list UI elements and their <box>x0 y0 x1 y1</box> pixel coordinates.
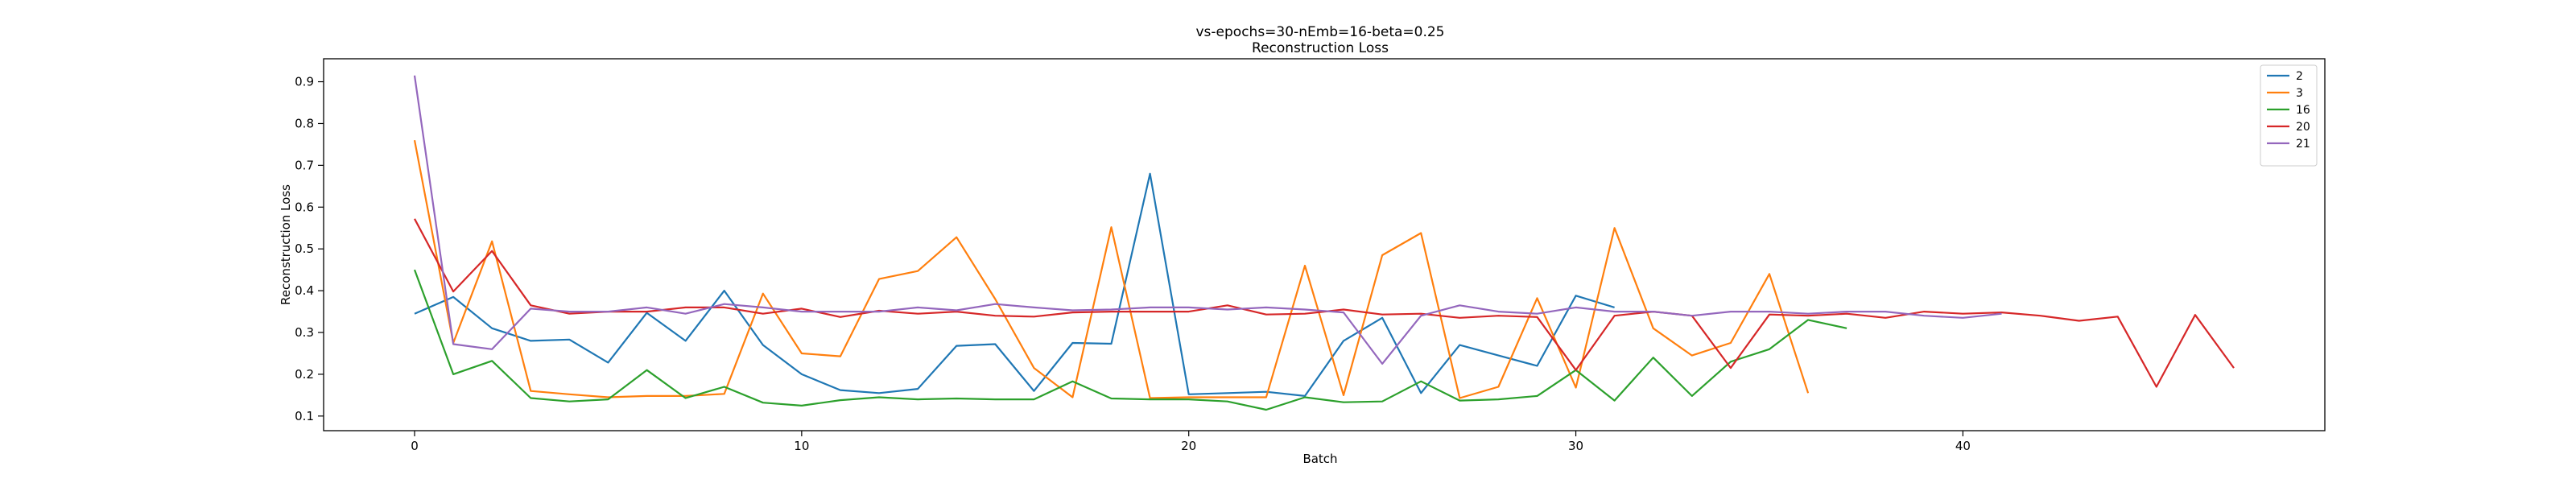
legend: 2 3 16 20 21 <box>2260 64 2318 167</box>
y-tick-label: 0.9 <box>295 75 314 89</box>
series-line-3 <box>413 139 1810 399</box>
plot-frame <box>323 58 2326 431</box>
x-tick-label: 20 <box>1181 439 1196 453</box>
y-tick-label: 0.7 <box>295 158 314 172</box>
legend-label-16: 16 <box>2296 104 2310 117</box>
series-line-2 <box>414 172 1615 397</box>
legend-label-21: 21 <box>2296 138 2310 151</box>
y-tick-label: 0.4 <box>295 283 314 298</box>
y-tick-label: 0.2 <box>295 367 314 382</box>
x-tick-label: 0 <box>411 439 419 453</box>
y-tick-label: 0.1 <box>295 409 314 423</box>
series-line-16 <box>413 269 1847 411</box>
legend-box <box>2260 64 2318 167</box>
x-tick-label: 10 <box>794 439 809 453</box>
legend-label-3: 3 <box>2296 87 2303 100</box>
y-tick-label: 0.3 <box>295 325 314 340</box>
legend-label-20: 20 <box>2296 121 2310 134</box>
y-tick-label: 0.8 <box>295 116 314 130</box>
x-tick-label: 40 <box>1955 439 1971 453</box>
chart-subtitle: Reconstruction Loss <box>1252 40 1389 56</box>
series-line-20 <box>414 218 2235 388</box>
chart-title: vs-epochs=30-nEmb=16-beta=0.25 <box>1196 24 1445 40</box>
series-line-21 <box>413 75 2002 365</box>
legend-label-2: 2 <box>2296 70 2303 83</box>
x-tick-label: 30 <box>1568 439 1583 453</box>
y-tick-label: 0.6 <box>295 200 314 214</box>
y-axis-label: Reconstruction Loss <box>279 184 293 305</box>
y-tick-label: 0.5 <box>295 242 314 256</box>
axes: 0 10 20 30 40 0.1 0.2 0.3 0.4 0.5 0.6 0.7 0.8 0.9 <box>295 58 2326 453</box>
plot-area <box>413 75 2235 411</box>
x-axis-label: Batch <box>1302 452 1337 466</box>
